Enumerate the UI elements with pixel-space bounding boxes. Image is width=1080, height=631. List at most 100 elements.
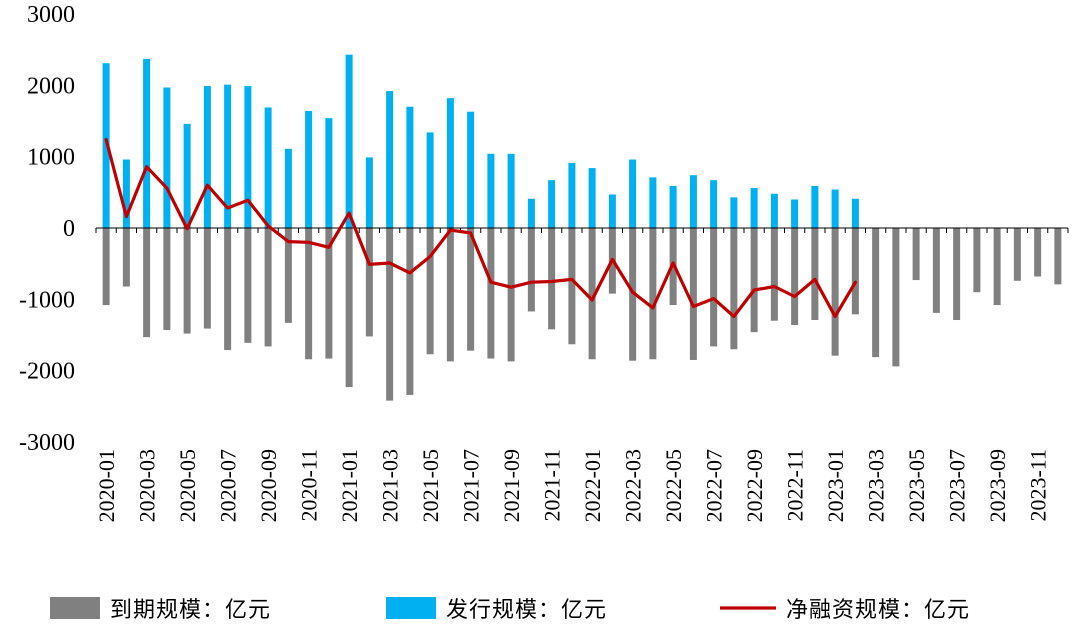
issuance-bar <box>507 153 515 228</box>
maturity-bar <box>203 228 211 329</box>
x-tick-label: 2021-11 <box>539 449 564 522</box>
issuance-bar <box>284 148 292 228</box>
legend-label-net-financing: 净融资规模：亿元 <box>786 598 970 623</box>
x-tick-label: 2020-03 <box>134 449 159 522</box>
x-tick-label: 2021-05 <box>418 449 443 522</box>
y-axis: 3000 2000 1000 0 -1000 -2000 -3000 <box>19 2 75 456</box>
maturity-bar <box>1034 228 1042 277</box>
issuance-bar <box>629 159 637 228</box>
maturity-bar <box>629 228 637 361</box>
issuance-bar <box>568 163 576 228</box>
maturity-bar <box>831 228 839 356</box>
maturity-bar <box>163 228 171 331</box>
maturity-bar <box>568 228 576 345</box>
issuance-bar <box>710 180 718 228</box>
issuance-bar <box>467 111 475 228</box>
issuance-bar <box>264 107 272 228</box>
maturity-bar <box>912 228 920 281</box>
maturity-bar <box>730 228 738 350</box>
x-tick-label: 2023-03 <box>863 449 888 522</box>
maturity-bar <box>1013 228 1021 281</box>
issuance-bar <box>487 153 495 228</box>
maturity-bar <box>183 228 191 334</box>
maturity-bar <box>851 228 859 315</box>
maturity-bar <box>649 228 657 360</box>
x-tick-label: 2022-05 <box>661 449 686 522</box>
legend-item-net-financing: 净融资规模：亿元 <box>720 598 970 623</box>
maturity-bar <box>102 228 110 306</box>
maturity-bar <box>386 228 394 401</box>
maturity-bar <box>750 228 758 333</box>
maturity-bar <box>953 228 961 321</box>
x-tick-label: 2021-03 <box>377 449 402 522</box>
maturity-bar <box>892 228 900 367</box>
issuance-bar <box>608 194 616 228</box>
maturity-bar <box>932 228 940 313</box>
y-tick-label: 2000 <box>27 73 75 99</box>
issuance-bar <box>669 185 677 228</box>
x-tick-label: 2021-09 <box>499 449 524 522</box>
maturity-bar <box>446 228 454 362</box>
maturity-bar <box>365 228 373 337</box>
x-tick-label: 2022-01 <box>580 449 605 522</box>
y-tick-label: -2000 <box>19 359 75 385</box>
net-financing-line <box>104 137 857 319</box>
issuance-bars <box>102 54 859 229</box>
maturity-bar <box>791 228 799 326</box>
issuance-bar <box>406 106 414 228</box>
issuance-bar <box>831 189 839 228</box>
x-tick-label: 2023-01 <box>823 449 848 522</box>
maturity-bar <box>527 228 535 312</box>
y-tick-label: 0 <box>63 216 75 242</box>
issuance-bar <box>811 185 819 228</box>
maturity-bar <box>993 228 1001 306</box>
maturity-bar <box>1054 228 1062 285</box>
x-tick-label: 2020-07 <box>215 449 240 522</box>
maturity-bar <box>264 228 272 347</box>
legend: 到期规模：亿元 发行规模：亿元 净融资规模：亿元 <box>50 597 970 623</box>
issuance-bar <box>183 123 191 228</box>
y-tick-label: -3000 <box>19 430 75 456</box>
legend-item-issuance: 发行规模：亿元 <box>386 597 606 623</box>
x-tick-label: 2022-03 <box>620 449 645 522</box>
issuance-bar <box>851 198 859 228</box>
maturity-bar <box>305 228 313 360</box>
x-tick-label: 2023-07 <box>944 449 969 522</box>
x-tick-label: 2021-07 <box>458 449 483 522</box>
x-axis-ticks <box>95 228 1069 233</box>
issuance-bar <box>588 168 596 228</box>
y-tick-label: 3000 <box>27 2 75 28</box>
issuance-bar <box>386 91 394 228</box>
maturity-bar <box>507 228 515 362</box>
maturity-bar <box>345 228 353 388</box>
legend-label-maturity: 到期规模：亿元 <box>110 598 271 623</box>
issuance-bar <box>143 58 151 228</box>
maturity-bars <box>102 228 1062 401</box>
issuance-bar <box>446 98 454 228</box>
maturity-bar <box>770 228 778 321</box>
x-tick-label: 2022-11 <box>782 449 807 522</box>
x-tick-label: 2020-05 <box>175 449 200 522</box>
maturity-bar <box>710 228 718 347</box>
x-tick-label: 2023-11 <box>1025 449 1050 522</box>
legend-item-maturity: 到期规模：亿元 <box>50 597 271 623</box>
issuance-bar <box>689 175 697 228</box>
x-tick-label: 2022-07 <box>701 449 726 522</box>
maturity-bar <box>872 228 880 358</box>
maturity-bar <box>325 228 333 359</box>
maturity-bar <box>122 228 130 287</box>
issuance-bar <box>730 197 738 228</box>
issuance-bar <box>203 86 211 229</box>
maturity-bar <box>689 228 697 360</box>
issuance-bar <box>750 188 758 228</box>
x-tick-label: 2020-09 <box>256 449 281 522</box>
maturity-bar <box>487 228 495 359</box>
x-tick-label: 2020-11 <box>296 449 321 522</box>
y-tick-label: 1000 <box>27 145 75 171</box>
x-tick-label: 2021-01 <box>337 449 362 522</box>
legend-swatch-issuance <box>386 597 436 619</box>
issuance-bar <box>163 87 171 229</box>
x-tick-label: 2023-05 <box>904 449 929 522</box>
legend-swatch-maturity <box>50 597 100 619</box>
maturity-bar <box>426 228 434 355</box>
